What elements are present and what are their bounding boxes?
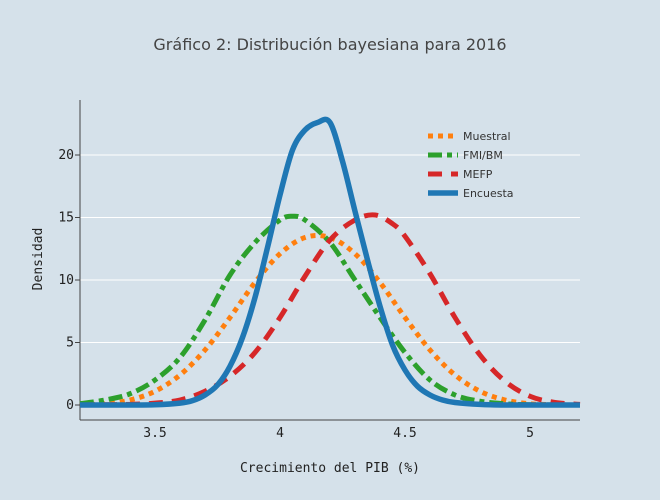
- tick-labels: 0 5 10 15 20 3.5 4 4.5 5: [58, 148, 534, 441]
- axes: [75, 100, 580, 421]
- x-tick-label: 5: [526, 426, 534, 441]
- gridlines: [80, 154, 580, 343]
- series-line-mefp: [79, 212, 581, 408]
- x-tick-label: 3.5: [143, 426, 166, 441]
- x-tick-label: 4.5: [393, 426, 416, 441]
- series-line-encuesta: [80, 116, 580, 408]
- y-tick-label: 0: [66, 398, 74, 413]
- legend-label: Muestral: [463, 130, 511, 143]
- x-axis-label: Crecimiento del PIB (%): [240, 461, 420, 476]
- y-tick-label: 10: [58, 273, 74, 288]
- y-axis-label: Densidad: [31, 228, 46, 291]
- legend-label: Encuesta: [463, 187, 514, 200]
- x-tick-label: 4: [276, 426, 284, 441]
- legend-label: MEFP: [463, 168, 493, 181]
- y-tick-label: 15: [58, 211, 74, 226]
- legend-label: FMI/BM: [463, 149, 503, 162]
- y-tick-label: 5: [66, 336, 74, 351]
- chart-title: Gráfico 2: Distribución bayesiana para 2…: [153, 35, 506, 54]
- series-line-fmi-bm: [79, 213, 581, 408]
- legend[interactable]: Muestral FMI/BM MEFP Encuesta: [428, 130, 514, 200]
- y-tick-label: 20: [58, 148, 74, 163]
- series-lines: [79, 116, 581, 408]
